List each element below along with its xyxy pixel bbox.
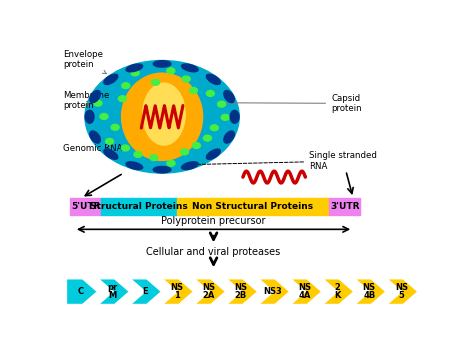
Ellipse shape [104,149,118,159]
Circle shape [218,101,226,107]
Ellipse shape [90,131,100,143]
Circle shape [221,114,229,120]
Circle shape [167,68,175,74]
Text: Non Structural Proteins: Non Structural Proteins [192,202,314,211]
Polygon shape [195,279,226,304]
Circle shape [190,87,198,93]
FancyBboxPatch shape [329,198,360,215]
Text: Cellular and viral proteases: Cellular and viral proteases [146,247,281,257]
Ellipse shape [90,90,100,103]
Ellipse shape [153,61,171,67]
Polygon shape [291,279,321,304]
Circle shape [192,143,201,149]
Circle shape [167,160,175,166]
Ellipse shape [85,110,94,123]
Circle shape [118,96,127,102]
Circle shape [134,151,142,157]
Text: NS
2B: NS 2B [235,283,247,300]
Text: E: E [142,287,147,296]
Circle shape [111,124,119,130]
Text: Genomic RNA: Genomic RNA [63,141,122,153]
Text: Envelope
protein: Envelope protein [63,50,106,74]
Circle shape [121,145,129,151]
Text: NS
2A: NS 2A [202,283,215,300]
Text: Polyprotein precursor: Polyprotein precursor [161,216,266,226]
Circle shape [100,113,108,119]
FancyBboxPatch shape [101,198,177,215]
Circle shape [131,70,139,76]
Ellipse shape [182,64,198,72]
Ellipse shape [126,162,143,169]
Circle shape [206,90,214,96]
Polygon shape [131,279,161,304]
Circle shape [85,61,239,173]
Text: C: C [78,287,84,296]
Polygon shape [163,279,193,304]
Circle shape [210,125,219,131]
Ellipse shape [224,131,234,143]
Ellipse shape [126,64,143,72]
Text: NS3: NS3 [264,287,283,296]
FancyBboxPatch shape [177,198,329,215]
Ellipse shape [143,83,185,145]
FancyBboxPatch shape [70,198,101,215]
Text: NS
4B: NS 4B [363,283,376,300]
Ellipse shape [230,110,239,123]
Polygon shape [387,279,418,304]
Ellipse shape [182,162,198,169]
Text: Membrane
protein: Membrane protein [63,91,109,110]
Circle shape [150,155,158,160]
Circle shape [106,139,114,144]
Text: 3'UTR: 3'UTR [330,202,360,211]
Text: NS
1: NS 1 [170,283,183,300]
Ellipse shape [206,149,220,159]
Text: 2
K: 2 K [334,283,340,300]
Polygon shape [259,279,290,304]
Text: pr
M: pr M [108,283,118,300]
Polygon shape [99,279,129,304]
Text: NS
5: NS 5 [395,283,408,300]
Circle shape [182,76,190,82]
Text: NS
4A: NS 4A [299,283,311,300]
Polygon shape [227,279,257,304]
Polygon shape [66,279,97,304]
Ellipse shape [206,74,220,85]
Ellipse shape [122,73,202,160]
Text: 5'UTR: 5'UTR [71,202,100,211]
Ellipse shape [104,74,118,85]
Circle shape [181,149,189,155]
Ellipse shape [224,90,234,103]
Text: Capsid
protein: Capsid protein [219,94,362,113]
Text: Structural Proteins: Structural Proteins [90,202,188,211]
Ellipse shape [153,166,171,173]
Circle shape [94,100,102,106]
Polygon shape [355,279,386,304]
Circle shape [203,135,211,141]
Circle shape [122,83,130,89]
Polygon shape [323,279,354,304]
Circle shape [152,79,160,85]
Text: Single stranded
RNA: Single stranded RNA [193,151,377,171]
